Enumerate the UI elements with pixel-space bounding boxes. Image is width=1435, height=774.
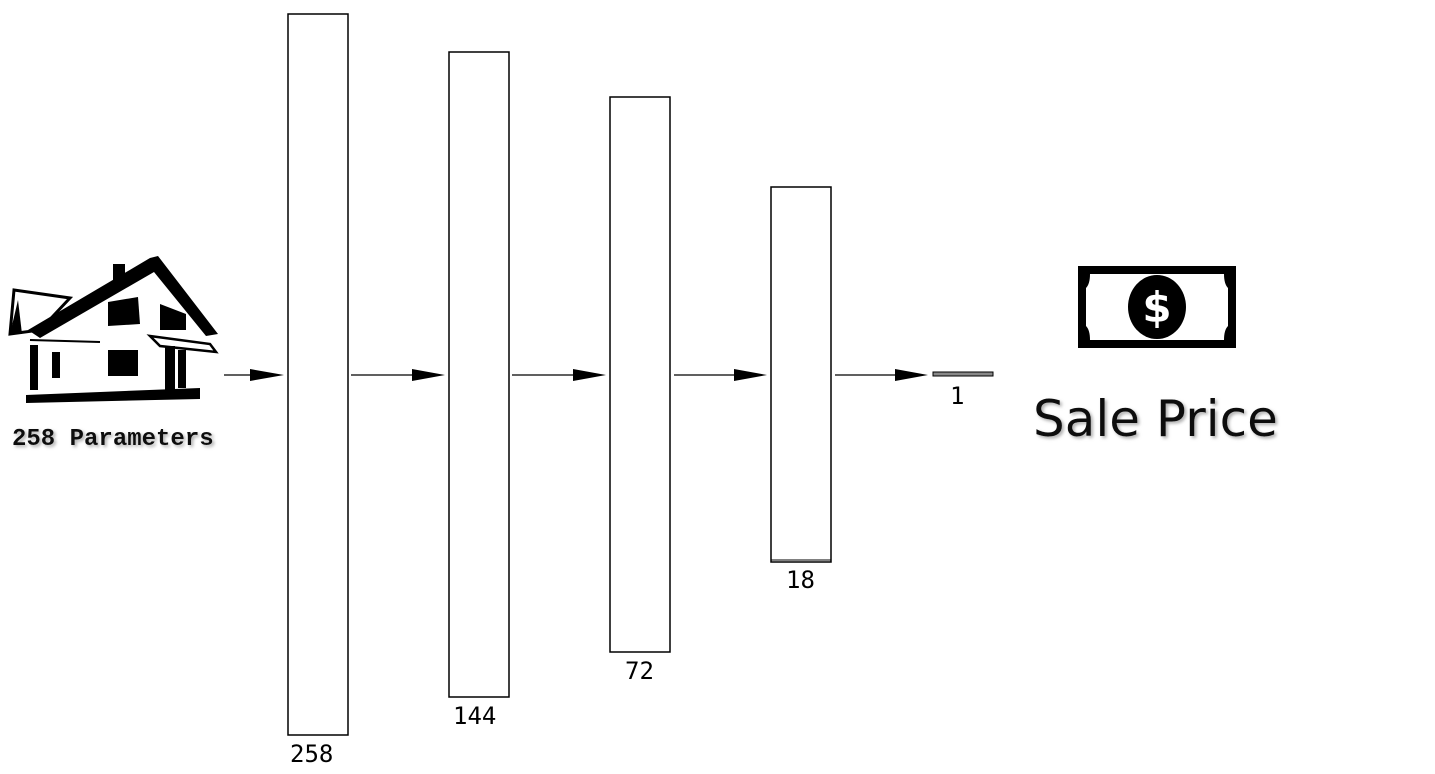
output-label: Sale Price — [1033, 390, 1278, 448]
layer-3: 72 — [609, 96, 671, 685]
layer-3-block — [609, 96, 671, 653]
arrows — [224, 369, 928, 381]
arrow-layer-2-to-layer-3 — [512, 369, 606, 381]
arrow-layer-3-to-layer-4 — [674, 369, 767, 381]
layer-1-label: 258 — [290, 740, 333, 768]
output-layer: 1 — [932, 371, 994, 410]
arrow-input-to-layer-1 — [224, 369, 284, 381]
house-icon — [8, 256, 219, 403]
layer-4: 18 — [770, 186, 832, 594]
layer-2-block — [448, 51, 510, 698]
output-layer-label: 1 — [950, 382, 964, 410]
layer-2-label: 144 — [453, 702, 496, 730]
layer-1: 258 — [287, 13, 349, 768]
layer-2: 144 — [448, 51, 510, 730]
dollar-bill-icon: $ — [1078, 266, 1236, 348]
arrow-layer-1-to-layer-2 — [351, 369, 445, 381]
layer-3-label: 72 — [625, 657, 654, 685]
layer-4-label: 18 — [786, 566, 815, 594]
arrow-layer-4-to-output — [835, 369, 928, 381]
input-label: 258 Parameters — [12, 426, 214, 453]
layer-4-block — [770, 186, 832, 563]
svg-text:$: $ — [1142, 283, 1171, 332]
layer-1-block — [287, 13, 349, 736]
output-layer-block — [932, 371, 994, 377]
